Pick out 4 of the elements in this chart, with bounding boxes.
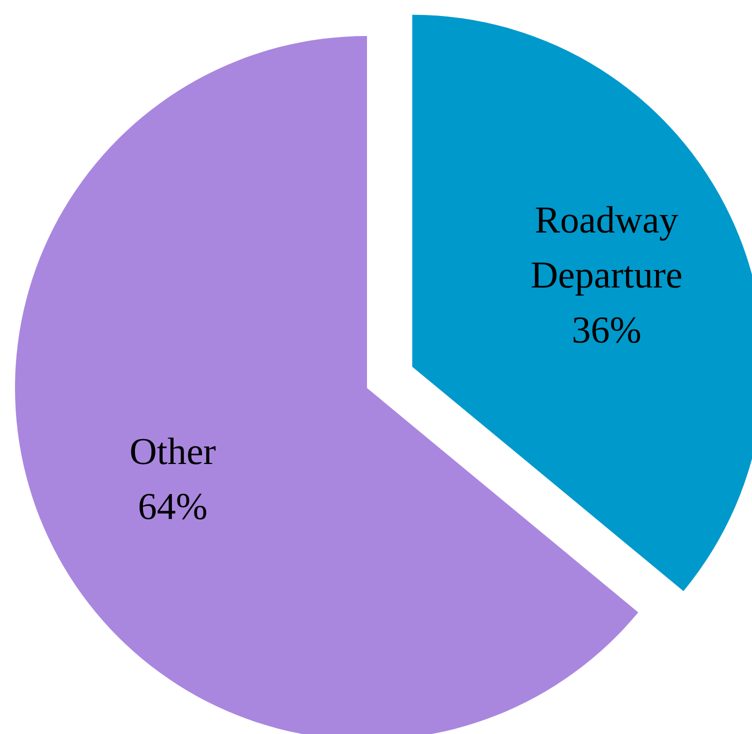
data-label: 64% — [138, 486, 208, 528]
slice-label: Other — [129, 430, 216, 473]
data-label: 36% — [572, 309, 642, 352]
slice-label: Roadway Departure — [530, 199, 682, 296]
